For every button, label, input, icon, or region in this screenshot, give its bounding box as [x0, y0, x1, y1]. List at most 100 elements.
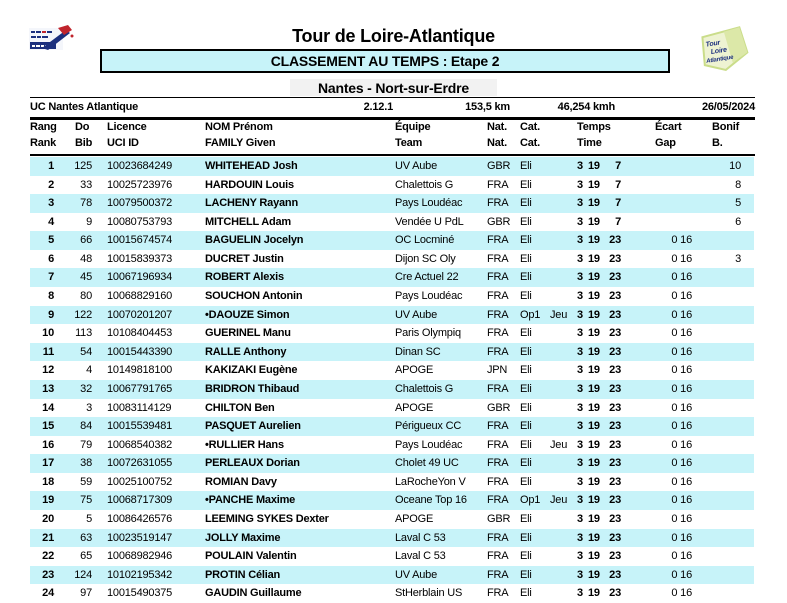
col-header-cat-en: Cat. — [520, 137, 540, 149]
cell-bib: 59 — [80, 475, 92, 488]
race-logo-line2: Loire — [710, 47, 727, 56]
cell-bib: 125 — [74, 160, 92, 172]
cell-gap: 0 16 — [671, 587, 692, 600]
cell-name: RALLE Anthony — [205, 345, 287, 358]
cell-bib: 3 — [86, 401, 92, 414]
cell-team: Vendée U PdL — [395, 215, 464, 228]
cell-name: POULAIN Valentin — [205, 550, 297, 563]
cell-gap: 0 16 — [671, 457, 692, 470]
col-header-rank-fr: Rang — [30, 121, 57, 133]
cell-h: 3 — [577, 513, 583, 526]
cell-team: Dinan SC — [395, 345, 441, 358]
cell-rank: 19 — [42, 494, 54, 507]
cell-gap: 0 16 — [671, 475, 692, 488]
result-row: 4 9 10080753793 MITCHELL Adam Vendée U PdL GB… — [30, 213, 754, 232]
cell-m: 19 — [588, 197, 600, 210]
cell-m: 19 — [588, 252, 600, 265]
stage-title: Nantes - Nort-sur-Erdre — [318, 80, 469, 96]
cell-s: 7 — [615, 215, 621, 228]
col-header-bib-fr: Do — [75, 121, 90, 133]
cell-rank: 24 — [42, 587, 54, 600]
result-row: 22 65 10068982946 POULAIN Valentin Laval C 5… — [30, 547, 754, 566]
cell-bib: 54 — [80, 345, 92, 358]
cell-gap: 0 16 — [671, 271, 692, 284]
cell-m: 19 — [588, 401, 600, 414]
cell-cat: Op1 — [520, 494, 541, 507]
cell-m: 19 — [588, 587, 600, 600]
cell-team: Périgueux CC — [395, 420, 462, 433]
cell-cat2: Jeu — [550, 308, 568, 321]
result-row: 13 32 10067791765 BRIDRON Thibaud Chalettois… — [30, 379, 754, 399]
cell-cat: Eli — [520, 382, 532, 395]
cell-licence: 10070201207 — [107, 308, 173, 321]
cell-m: 19 — [588, 160, 600, 172]
cell-rank: 8 — [48, 290, 54, 303]
cell-nat: FRA — [487, 531, 509, 544]
cell-nat: FRA — [487, 308, 509, 321]
cell-bib: 75 — [80, 494, 92, 507]
cell-s: 23 — [609, 568, 621, 581]
cell-cat: Eli — [520, 568, 532, 581]
cell-licence: 10025723976 — [107, 178, 173, 191]
cell-nat: FRA — [487, 382, 509, 395]
cell-team: LaRocheYon V — [395, 475, 466, 488]
cell-bib: 63 — [80, 531, 92, 544]
cell-h: 3 — [577, 327, 583, 340]
cell-rank: 15 — [42, 420, 54, 433]
result-row: 10 113 10108404453 GUERINEL Manu Paris Olymp… — [30, 324, 754, 343]
cell-cat: Eli — [520, 513, 532, 526]
cell-rank: 12 — [42, 364, 54, 377]
cell-team: Laval C 53 — [395, 531, 446, 544]
cell-h: 3 — [577, 457, 583, 470]
result-row: 20 5 10086426576 LEEMING SYKES Dexter APOGE G… — [30, 510, 754, 529]
cell-rank: 16 — [42, 438, 54, 451]
cell-name: LEEMING SYKES Dexter — [205, 513, 329, 526]
cell-team: Pays Loudéac — [395, 438, 463, 451]
cell-licence: 10068829160 — [107, 290, 173, 303]
cell-cat: Eli — [520, 290, 532, 303]
cell-name: ROMIAN Davy — [205, 475, 277, 488]
cell-name: PERLEAUX Dorian — [205, 457, 300, 470]
cell-m: 19 — [588, 308, 600, 321]
cell-s: 23 — [609, 252, 621, 265]
result-row: 16 79 10068540382 •RULLIER Hans Pays Loudéac… — [30, 436, 754, 455]
cell-name: BAGUELIN Jocelyn — [205, 234, 304, 247]
divider-thin — [30, 97, 755, 98]
result-row: 2 33 10025723976 HARDOUIN Louis Chalettois G… — [30, 176, 754, 195]
col-header-bib-en: Bib — [75, 137, 93, 149]
cell-s: 23 — [609, 308, 621, 321]
banner-label: CLASSEMENT AU TEMPS : Etape 2 — [270, 53, 500, 69]
cell-cat: Eli — [520, 475, 532, 488]
result-row: 21 63 10023519147 JOLLY Maxime Laval C 53 FRA… — [30, 528, 754, 548]
cell-licence: 10015539481 — [107, 420, 173, 433]
cell-licence: 10015443390 — [107, 345, 173, 358]
col-header-nat-en: Nat. — [487, 137, 507, 149]
cell-cat: Eli — [520, 401, 532, 414]
cell-rank: 23 — [42, 568, 54, 581]
cell-cat: Eli — [520, 587, 532, 600]
cell-team: Pays Loudéac — [395, 290, 463, 303]
cell-gap: 0 16 — [671, 290, 692, 303]
cell-nat: FRA — [487, 252, 509, 265]
cell-licence: 10072631055 — [107, 457, 173, 470]
cell-s: 23 — [609, 345, 621, 358]
cell-rank: 21 — [42, 531, 54, 544]
col-header-licence-en: UCI ID — [107, 137, 139, 149]
cell-rank: 10 — [42, 327, 54, 340]
cell-rank: 3 — [48, 197, 54, 210]
cell-h: 3 — [577, 215, 583, 228]
cell-cat: Eli — [520, 345, 532, 358]
cell-nat: GBR — [487, 401, 511, 414]
cell-m: 19 — [588, 234, 600, 247]
divider-medium — [30, 154, 755, 156]
cell-s: 23 — [609, 494, 621, 507]
cell-nat: FRA — [487, 457, 509, 470]
cell-cat: Eli — [520, 234, 532, 247]
cell-m: 19 — [588, 457, 600, 470]
cell-s: 23 — [609, 531, 621, 544]
cell-licence: 10068540382 — [107, 438, 173, 451]
result-row: 17 38 10072631055 PERLEAUX Dorian Cholet 49 … — [30, 454, 754, 473]
cell-nat: FRA — [487, 290, 509, 303]
cell-name: SOUCHON Antonin — [205, 290, 303, 303]
result-row: 3 78 10079500372 LACHENY Rayann Pays Loudéac… — [30, 194, 754, 213]
